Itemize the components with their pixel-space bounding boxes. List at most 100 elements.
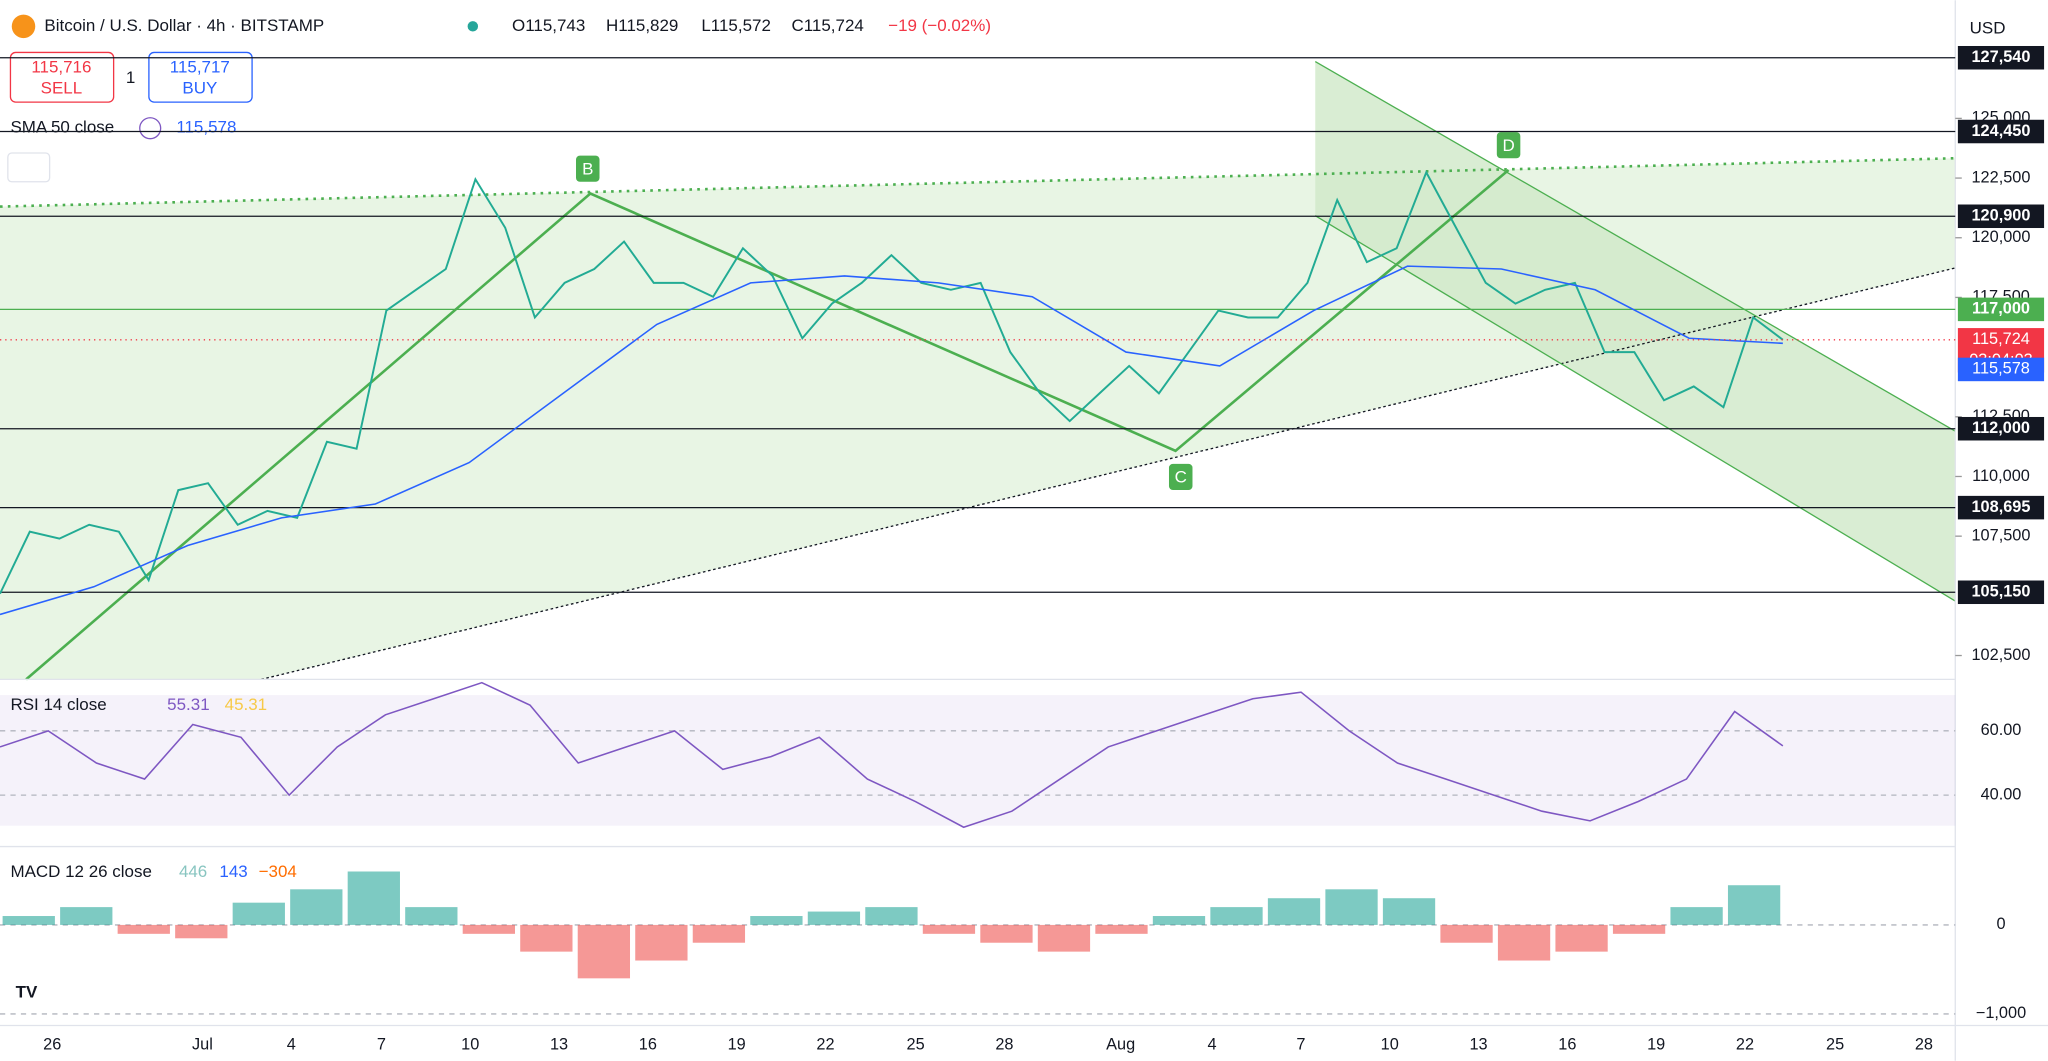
level-label: 112,000 <box>1972 419 2030 437</box>
market-status <box>467 21 479 32</box>
quantity: 1 <box>126 68 135 87</box>
logo[interactable]: TV <box>16 982 38 1001</box>
ohlc-open: O115,743 <box>512 16 585 35</box>
x-tick-label: 16 <box>1558 1035 1576 1053</box>
x-tick-label: 25 <box>1826 1035 1844 1053</box>
buy-price: 115,717 <box>170 58 230 77</box>
collapse-button[interactable] <box>7 152 51 183</box>
macd-signal-value: −304 <box>259 862 297 881</box>
histogram-bar <box>290 889 343 925</box>
x-tick-label: Jul <box>192 1035 213 1053</box>
x-tick-label: 19 <box>728 1035 746 1053</box>
ohlc-high: H115,829 <box>606 16 678 35</box>
histogram-bar <box>1210 907 1263 925</box>
x-tick-label: 7 <box>377 1035 386 1053</box>
sma-icon[interactable] <box>139 117 162 140</box>
macd-title: MACD 12 26 close <box>10 862 151 881</box>
histogram-bar <box>347 871 400 925</box>
pattern-label: D <box>1502 136 1514 155</box>
series-line <box>0 265 1783 616</box>
wedge-bottom <box>261 267 1956 681</box>
histogram-bar <box>1267 898 1321 925</box>
level-tag <box>1957 580 2045 605</box>
histogram-bar <box>1325 889 1378 925</box>
histogram-bar <box>1727 885 1781 925</box>
level-tag <box>1957 495 2045 520</box>
histogram-bar <box>577 924 631 979</box>
histogram-bar <box>980 924 1033 943</box>
sell-price: 115,716 <box>31 58 91 77</box>
x-tick-label: 22 <box>1736 1035 1754 1053</box>
level-tag <box>1957 119 2045 144</box>
y-tick-label: 60.00 <box>1981 721 2022 739</box>
histogram-bar <box>692 924 746 943</box>
series-line <box>0 170 1784 595</box>
histogram-bar <box>2 916 55 925</box>
x-tick-label: 26 <box>43 1035 61 1053</box>
histogram-bar <box>635 924 688 961</box>
coin-icon <box>11 14 36 39</box>
y-tick-label: 102,500 <box>1971 646 2030 664</box>
histogram-bar <box>405 907 458 925</box>
rsi-title: RSI 14 close <box>10 695 106 714</box>
series-line <box>0 681 1784 829</box>
level-tag <box>1957 45 2045 70</box>
channel-bottom <box>1314 215 1956 602</box>
sma-value: 115,578 <box>176 118 236 137</box>
level-tag <box>1957 297 2045 322</box>
x-tick-label: 7 <box>1296 1035 1305 1053</box>
last-price-label: 115,724 <box>1972 330 2030 348</box>
abcd-pattern <box>25 169 1510 681</box>
x-tick-label: 13 <box>1469 1035 1487 1053</box>
sma-tag <box>1957 357 2045 382</box>
histogram-bar <box>175 924 228 939</box>
histogram-bar <box>1497 924 1551 961</box>
pattern-label: B <box>582 159 593 178</box>
x-tick-label: 28 <box>995 1035 1013 1053</box>
buy-button[interactable] <box>148 51 253 103</box>
macd-hist-value: 446 <box>179 862 207 881</box>
histogram-bar <box>1670 907 1723 925</box>
y-tick-label: 40.00 <box>1981 785 2022 803</box>
rsi-band <box>0 695 1956 826</box>
level-label: 120,900 <box>1971 207 2030 225</box>
histogram-bar <box>60 907 113 925</box>
rsi-value: 55.31 <box>167 695 209 714</box>
level-label: 117,000 <box>1972 300 2030 318</box>
histogram-bar <box>1382 898 1436 925</box>
symbol-title[interactable]: Bitcoin / U.S. Dollar · 4h · BITSTAMP <box>44 16 324 35</box>
sell-button[interactable] <box>9 51 115 103</box>
histogram-bar <box>117 924 170 934</box>
currency[interactable]: USD <box>1970 18 2006 37</box>
histogram-bar <box>232 902 285 925</box>
x-tick-label: 4 <box>1208 1035 1217 1053</box>
histogram-bar <box>1440 924 1493 943</box>
macd-value: 143 <box>219 862 247 881</box>
level-label: 127,540 <box>1971 48 2030 66</box>
x-tick-label: 28 <box>1915 1035 1933 1053</box>
histogram-bar <box>520 924 573 952</box>
level-label: 108,695 <box>1971 498 2030 516</box>
level-label: 124,450 <box>1971 122 2030 140</box>
pattern-marker <box>1168 463 1193 491</box>
rsi-ma-value: 45.31 <box>225 695 267 714</box>
histogram-bar <box>1612 924 1666 934</box>
histogram-bar <box>1037 924 1091 952</box>
histogram-bar <box>807 911 861 925</box>
x-tick-label: 19 <box>1647 1035 1665 1053</box>
x-tick-label: 4 <box>287 1035 296 1053</box>
x-tick-label: 10 <box>1381 1035 1399 1053</box>
ohlc-change: −19 (−0.02%) <box>888 16 991 35</box>
y-tick-label: 120,000 <box>1971 228 2030 246</box>
sma-tag-label: 115,578 <box>1972 360 2030 378</box>
histogram-bar <box>865 907 918 925</box>
channel-top <box>1314 61 1956 432</box>
histogram-bar <box>1152 916 1206 925</box>
ohlc-close: C115,724 <box>792 16 864 35</box>
pattern-marker <box>576 155 600 182</box>
y-tick-label: −1,000 <box>1976 1004 2026 1022</box>
x-tick-label: 16 <box>639 1035 657 1053</box>
x-tick-label: Aug <box>1106 1035 1135 1053</box>
buy-label: BUY <box>182 79 217 98</box>
